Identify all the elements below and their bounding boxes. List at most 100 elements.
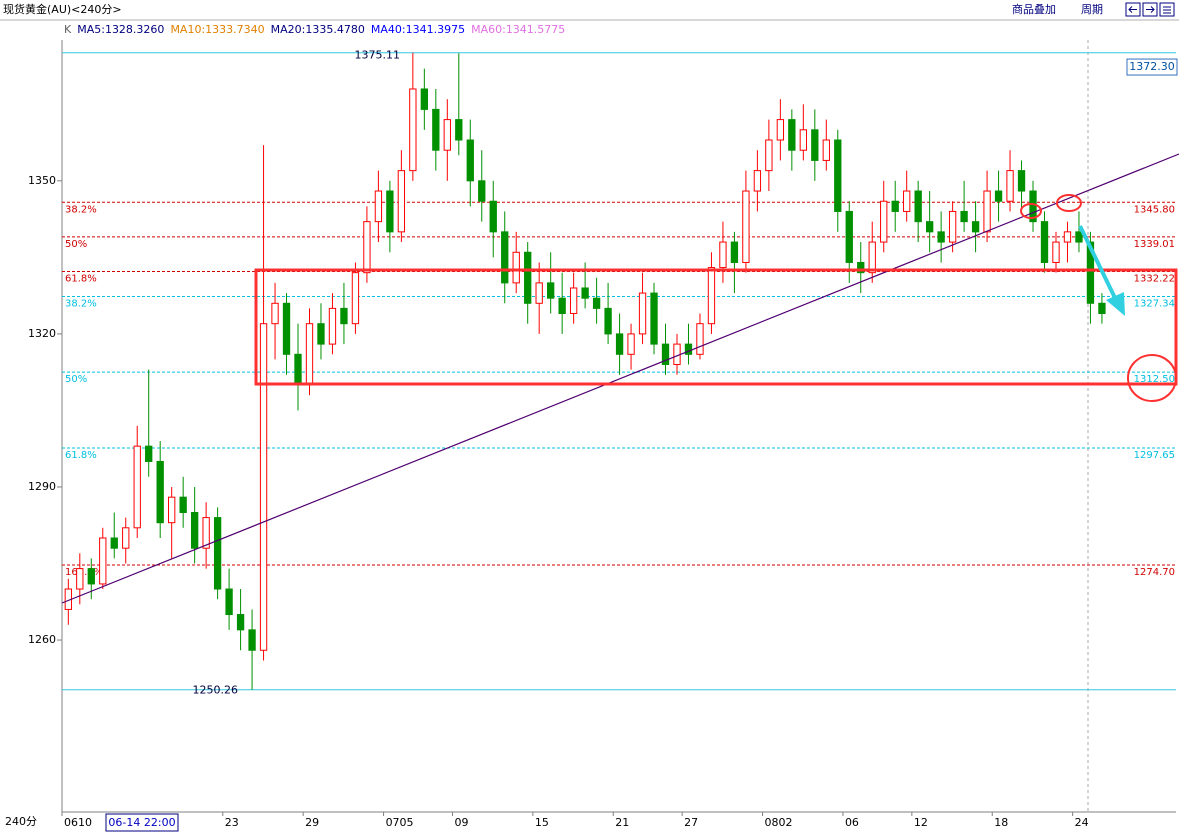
candle-body <box>1029 190 1037 223</box>
candle-body <box>948 210 957 243</box>
range-box <box>254 268 1178 386</box>
highlight-circle <box>1127 354 1177 402</box>
x-tick-label: 12 <box>914 816 928 829</box>
candle-body <box>753 170 762 192</box>
x-tick-label: 15 <box>535 816 549 829</box>
candle-body <box>868 241 876 274</box>
candle-body <box>903 190 911 212</box>
candle-body <box>236 614 245 631</box>
level-pct: 61.8% <box>65 274 97 285</box>
candle-body <box>213 517 222 590</box>
candle-body <box>179 496 187 513</box>
candle-body <box>627 333 635 355</box>
level-pct: 50% <box>65 374 87 385</box>
candle-body <box>76 568 84 590</box>
candle-body <box>478 180 486 202</box>
candle-body <box>730 241 739 263</box>
candle-body <box>857 261 865 274</box>
candle-body <box>374 190 383 223</box>
candle-body <box>1017 170 1026 192</box>
candle-body <box>1075 231 1083 243</box>
candle-body <box>799 129 807 151</box>
legend-entry: MA40:1341.3975 <box>371 23 465 36</box>
candle-body <box>317 323 325 345</box>
toolbar-button[interactable]: 商品叠加 <box>1012 2 1056 16</box>
candle-body <box>811 129 819 161</box>
candle-body <box>925 221 934 233</box>
level-price: 1345.80 <box>1134 204 1175 215</box>
candle-body <box>1098 302 1106 314</box>
candle-body <box>971 221 980 233</box>
legend-entry: MA20:1335.4780 <box>271 23 365 36</box>
level-pct: 161.8% <box>65 567 103 578</box>
nav-buttons[interactable] <box>1125 2 1175 17</box>
candle-body <box>156 460 164 524</box>
candle-body <box>719 241 727 269</box>
level-price: 1312.50 <box>1134 374 1175 385</box>
candle-body <box>443 119 451 151</box>
x-tick-label: 09 <box>454 816 468 829</box>
legend-entry: MA60:1341.5775 <box>471 23 565 36</box>
candle-body <box>294 353 302 386</box>
candle-body <box>650 292 658 345</box>
candle-body <box>1040 221 1049 263</box>
candle-body <box>420 88 428 110</box>
level-price: 1339.01 <box>1134 239 1175 250</box>
candle-body <box>305 323 314 386</box>
candle-body <box>742 190 750 263</box>
candle-body <box>1086 241 1095 304</box>
candle-body <box>937 231 945 243</box>
cursor-box <box>105 813 179 832</box>
x-tick-label: 24 <box>1075 816 1089 829</box>
highlight-circle <box>1020 203 1042 219</box>
candle-body <box>202 517 210 549</box>
candle-body <box>960 210 968 223</box>
candle-body <box>168 496 176 524</box>
trend-arrow <box>1078 225 1125 316</box>
y-tick-label: 1350 <box>28 174 56 187</box>
toolbar-button[interactable]: 周期 <box>1081 3 1103 16</box>
candle-body <box>328 307 337 345</box>
cursor-label: 06-14 22:00 <box>108 816 175 829</box>
candle-body <box>891 200 899 212</box>
x-tick-label: 18 <box>994 816 1008 829</box>
candle-body <box>386 190 394 233</box>
candle-body <box>110 537 118 549</box>
candle-body <box>994 190 1003 202</box>
candle-body <box>282 302 291 355</box>
highlight-circle <box>1056 194 1082 212</box>
candle-body <box>248 629 256 651</box>
candle-body <box>1052 241 1060 263</box>
legend-entry: MA10:1333.7340 <box>170 23 264 36</box>
candle-body <box>776 119 785 141</box>
candle-body <box>466 139 474 182</box>
candle-body <box>569 287 578 314</box>
candle-body <box>535 282 543 304</box>
x-tick-label: 06 <box>845 816 859 829</box>
y-tick-label: 1260 <box>28 633 56 646</box>
x-tick-label: 0802 <box>765 816 793 829</box>
candle-body <box>87 568 95 585</box>
candle-body <box>558 297 566 314</box>
candle-body <box>259 323 268 651</box>
y-tick-label: 1290 <box>28 480 56 493</box>
candle-body <box>592 297 601 309</box>
candle-body <box>122 527 130 549</box>
candle-body <box>512 251 520 284</box>
candle-body <box>788 119 796 151</box>
candle-body <box>133 445 141 529</box>
candle-body <box>501 231 509 284</box>
chart-title: 现货黄金(AU)<240分> <box>3 2 122 16</box>
low-label: 1250.26 <box>193 684 239 697</box>
level-price: 1332.22 <box>1134 274 1175 285</box>
x-tick-label: 0705 <box>386 816 414 829</box>
level-pct: 61.8% <box>65 450 97 461</box>
x-tick-label: 29 <box>305 816 319 829</box>
level-pct: 38.2% <box>65 298 97 309</box>
candle-body <box>638 292 647 335</box>
candle-body <box>834 139 842 212</box>
candle-body <box>684 343 693 355</box>
period-label: 240分 <box>5 815 37 828</box>
candle-body <box>455 119 463 141</box>
